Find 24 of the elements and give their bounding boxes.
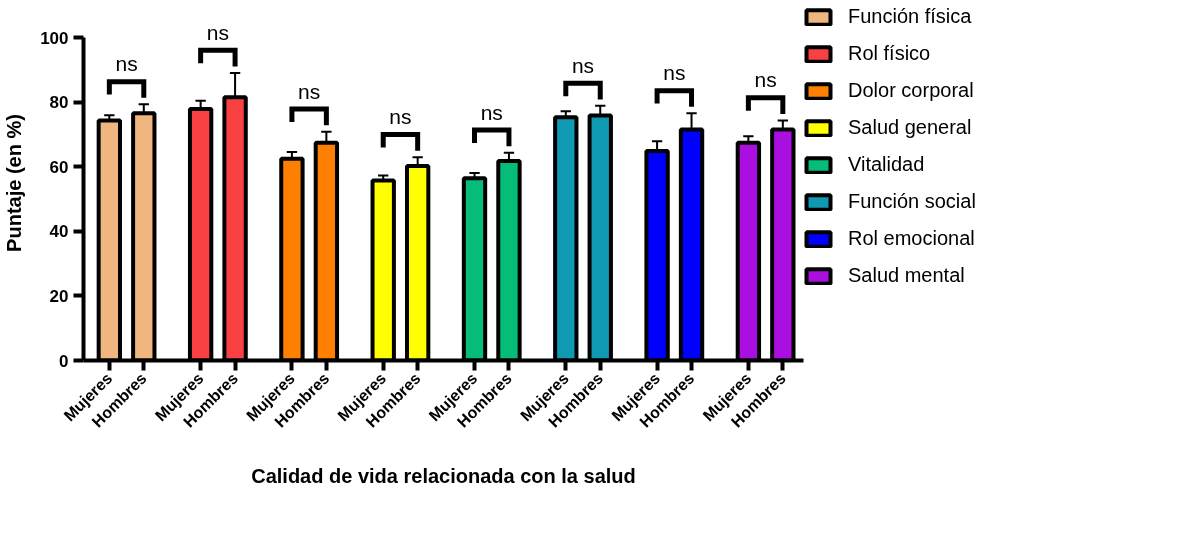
y-tick-label: 80 (49, 93, 69, 113)
legend-label: Salud mental (848, 264, 965, 287)
legend-label: Vitalidad (848, 153, 925, 176)
y-tick-label: 100 (40, 28, 69, 48)
legend-label: Función física (848, 5, 972, 28)
legend-label: Salud general (848, 116, 972, 139)
y-axis-title: Puntaje (en %) (3, 114, 26, 252)
annotation: ns (298, 79, 321, 103)
annotation: ns (115, 52, 138, 76)
annotation: ns (480, 100, 503, 124)
x-axis-title: Calidad de vida relacionada con la salud (251, 464, 636, 487)
legend-label: Dolor corporal (848, 79, 974, 102)
y-tick-label: 60 (49, 157, 69, 177)
annotation: ns (663, 61, 686, 85)
legend-label: Función social (848, 190, 976, 213)
annotation: ns (754, 68, 777, 92)
legend-label: Rol emocional (848, 227, 975, 250)
y-tick-label: 0 (59, 351, 69, 371)
legend-label: Rol físico (848, 42, 931, 65)
annotation: ns (206, 20, 229, 44)
annotation: ns (571, 53, 595, 77)
y-tick-label: 40 (49, 222, 69, 242)
annotation: ns (389, 105, 412, 129)
y-tick-label: 20 (49, 286, 69, 306)
